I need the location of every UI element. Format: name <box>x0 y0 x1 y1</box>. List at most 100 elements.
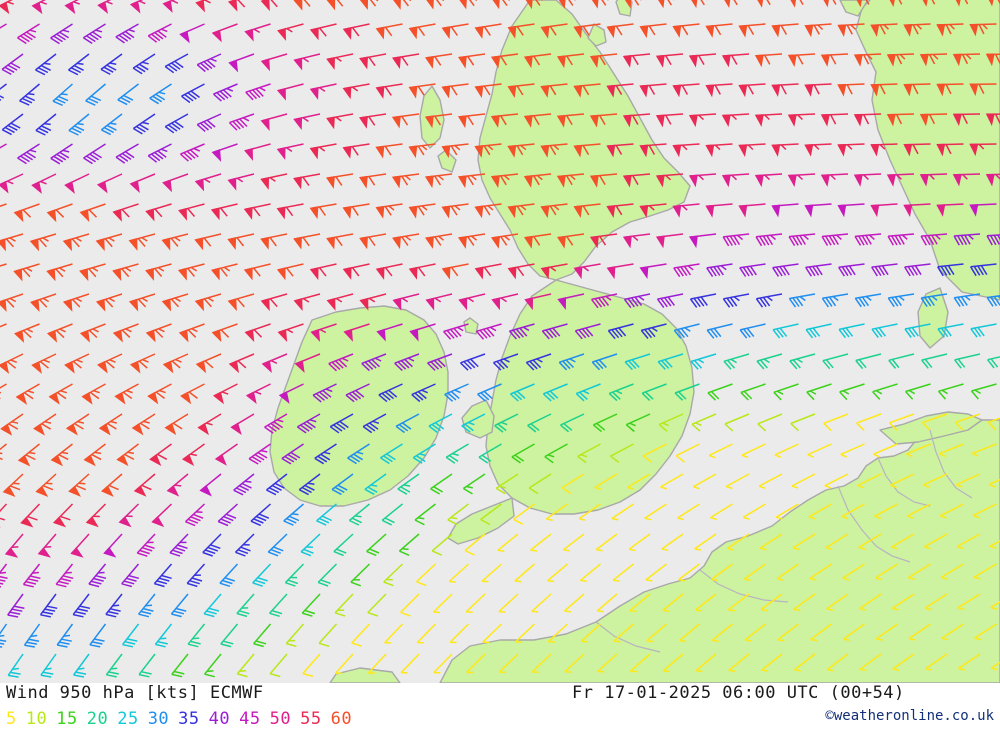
wind-barb <box>515 623 536 643</box>
wind-barb <box>88 563 107 588</box>
wind-barb <box>195 353 222 374</box>
wind-barb <box>211 143 238 162</box>
wind-barb <box>381 503 403 526</box>
legend-value-30[interactable]: 30 <box>147 709 170 729</box>
legend-value-20[interactable]: 20 <box>86 709 109 729</box>
wind-barb <box>854 233 882 246</box>
wind-barb <box>375 23 403 40</box>
wind-barb <box>611 503 634 521</box>
wind-barb <box>400 593 420 617</box>
wind-barb <box>154 623 173 648</box>
wind-barb <box>230 413 255 436</box>
legend-value-25[interactable]: 25 <box>117 709 139 729</box>
map-area[interactable] <box>0 0 1000 683</box>
wind-barb <box>923 473 948 488</box>
wind-barb <box>408 203 436 219</box>
wind-barb <box>657 353 684 370</box>
wind-barb <box>149 83 172 105</box>
wind-barb <box>260 113 288 131</box>
wind-barb <box>392 233 420 250</box>
wind-barb <box>754 53 783 68</box>
wind-barb <box>359 233 387 250</box>
wind-barb <box>22 563 41 588</box>
wind-barb <box>412 443 436 464</box>
wind-barb <box>628 533 651 552</box>
wind-barb <box>531 653 552 673</box>
wind-barb <box>342 83 370 100</box>
wind-barb <box>955 0 969 7</box>
legend-value-55[interactable]: 55 <box>300 709 322 729</box>
wind-barb <box>342 203 370 219</box>
wind-barb <box>908 563 931 581</box>
wind-barb <box>788 233 816 246</box>
wind-barb <box>105 653 123 678</box>
wind-barb <box>171 653 189 678</box>
wind-barb <box>302 653 321 678</box>
wind-barb <box>136 533 156 557</box>
wind-barb <box>359 53 387 70</box>
legend-value-10[interactable]: 10 <box>25 709 48 729</box>
wind-barb <box>761 653 783 672</box>
wind-barb <box>870 83 898 97</box>
wind-barb <box>888 413 915 431</box>
wind-barb <box>705 23 733 38</box>
legend-value-5[interactable]: 5 <box>6 709 17 729</box>
wind-barb <box>507 143 535 158</box>
wind-barb <box>924 593 948 611</box>
wind-barb <box>347 443 370 465</box>
legend-value-45[interactable]: 45 <box>239 709 261 729</box>
wind-barb <box>474 143 502 158</box>
wind-barb <box>886 53 915 67</box>
wind-barb <box>331 473 354 496</box>
wind-barb <box>68 53 90 76</box>
wind-barb <box>0 383 7 400</box>
wind-barb <box>326 0 344 11</box>
wind-barb <box>542 383 568 402</box>
wind-barb <box>562 533 585 552</box>
wind-barb <box>458 293 486 311</box>
wind-speed-legend[interactable]: 5 10 15 20 25 30 35 40 45 50 55 60 <box>6 707 361 731</box>
wind-barb <box>661 533 684 552</box>
wind-barb <box>973 563 997 580</box>
wind-barb <box>39 593 58 618</box>
map-canvas[interactable] <box>0 0 1000 683</box>
wind-barb <box>121 563 140 588</box>
wind-barb <box>72 593 91 618</box>
wind-barb <box>741 443 766 459</box>
wind-barb <box>892 653 915 672</box>
wind-barb <box>711 563 733 582</box>
legend-value-35[interactable]: 35 <box>178 709 200 729</box>
wind-barb <box>821 293 849 308</box>
wind-barb <box>921 413 948 431</box>
wind-barb <box>695 593 717 612</box>
wind-barb <box>326 53 354 70</box>
wind-barb <box>0 353 24 374</box>
wind-barb <box>375 83 403 99</box>
wind-barb <box>260 173 288 190</box>
wind-barb <box>540 23 568 39</box>
wind-barb <box>903 23 931 37</box>
legend-value-40[interactable]: 40 <box>208 709 231 729</box>
wind-barb <box>227 173 255 191</box>
wind-barb <box>688 233 717 249</box>
wind-barb <box>64 353 90 374</box>
wind-barb <box>147 143 172 163</box>
wind-barb <box>853 113 882 127</box>
legend-value-15[interactable]: 15 <box>56 709 78 729</box>
wind-barb <box>441 203 469 219</box>
legend-value-50[interactable]: 50 <box>269 709 292 729</box>
wind-barb <box>30 293 57 312</box>
wind-barb <box>891 533 915 550</box>
wind-barb <box>990 661 1000 671</box>
wind-barb <box>589 173 618 188</box>
wind-barb <box>804 203 832 218</box>
wind-barb <box>85 503 107 528</box>
wind-barb <box>563 593 585 613</box>
wind-barb <box>441 263 469 280</box>
wind-barb <box>957 653 981 671</box>
wind-barb <box>202 533 222 557</box>
wind-barb <box>622 233 651 249</box>
legend-value-60[interactable]: 60 <box>330 709 353 729</box>
wind-barb <box>826 653 849 672</box>
